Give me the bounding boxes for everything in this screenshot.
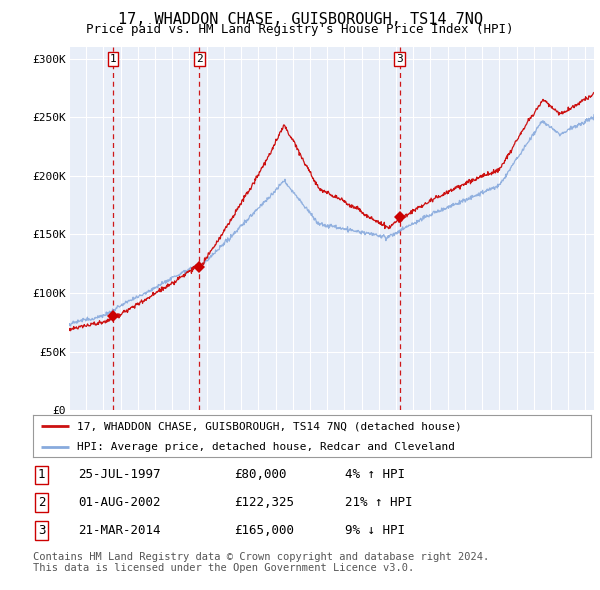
Text: 3: 3 <box>397 54 403 64</box>
Text: 17, WHADDON CHASE, GUISBOROUGH, TS14 7NQ (detached house): 17, WHADDON CHASE, GUISBOROUGH, TS14 7NQ… <box>77 421 461 431</box>
Text: £80,000: £80,000 <box>234 468 287 481</box>
Text: Price paid vs. HM Land Registry's House Price Index (HPI): Price paid vs. HM Land Registry's House … <box>86 23 514 36</box>
Text: 1: 1 <box>38 468 46 481</box>
Text: 21% ↑ HPI: 21% ↑ HPI <box>345 496 413 509</box>
Text: 9% ↓ HPI: 9% ↓ HPI <box>345 524 405 537</box>
Text: 25-JUL-1997: 25-JUL-1997 <box>78 468 161 481</box>
Text: £165,000: £165,000 <box>234 524 294 537</box>
Text: 2: 2 <box>38 496 46 509</box>
Text: 17, WHADDON CHASE, GUISBOROUGH, TS14 7NQ: 17, WHADDON CHASE, GUISBOROUGH, TS14 7NQ <box>118 12 482 27</box>
Text: 3: 3 <box>38 524 46 537</box>
Text: £122,325: £122,325 <box>234 496 294 509</box>
Text: 4% ↑ HPI: 4% ↑ HPI <box>345 468 405 481</box>
Text: 1: 1 <box>110 54 116 64</box>
Text: Contains HM Land Registry data © Crown copyright and database right 2024.: Contains HM Land Registry data © Crown c… <box>33 552 489 562</box>
Text: 01-AUG-2002: 01-AUG-2002 <box>78 496 161 509</box>
Text: HPI: Average price, detached house, Redcar and Cleveland: HPI: Average price, detached house, Redc… <box>77 442 455 451</box>
Text: 2: 2 <box>196 54 203 64</box>
Text: This data is licensed under the Open Government Licence v3.0.: This data is licensed under the Open Gov… <box>33 563 414 573</box>
Text: 21-MAR-2014: 21-MAR-2014 <box>78 524 161 537</box>
